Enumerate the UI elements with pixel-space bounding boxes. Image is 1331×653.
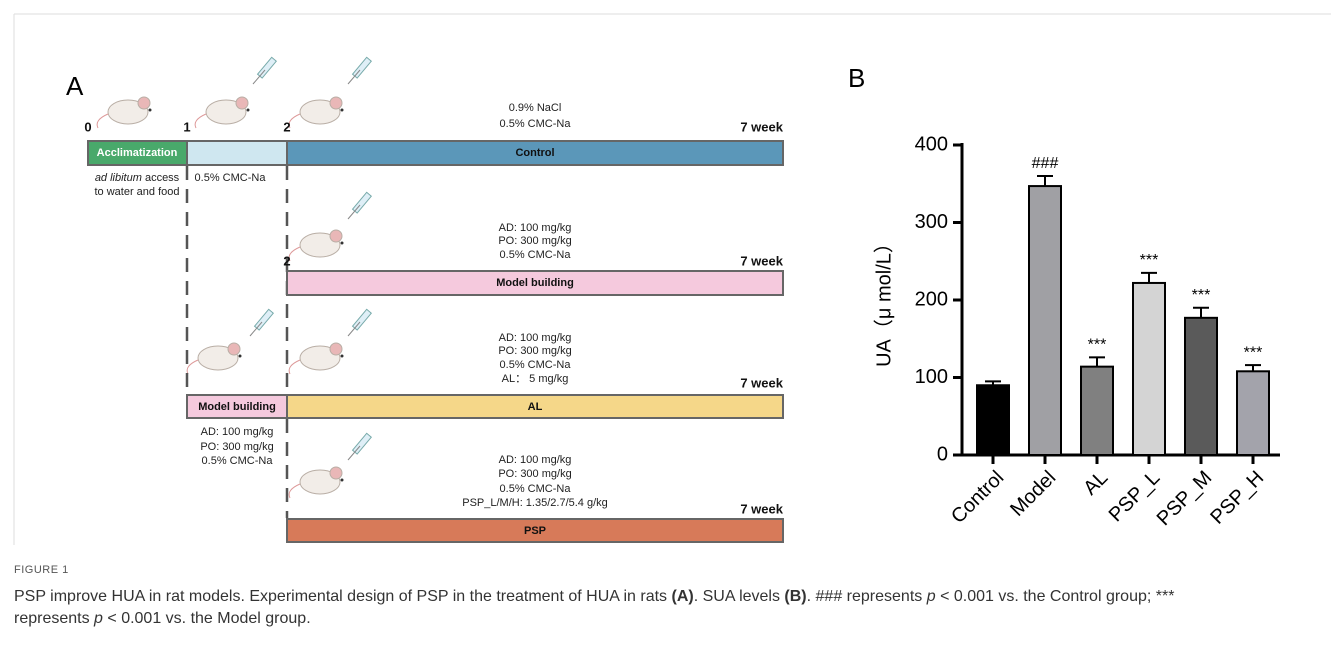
syringe-icon [249, 308, 274, 337]
caption-text: (B) [784, 588, 807, 605]
bar [1184, 316, 1218, 457]
caption-text: < 0.001 vs. the Control group; *** repre… [14, 588, 1175, 627]
bar-label: Control [515, 147, 554, 159]
caption-text: (A) [671, 588, 694, 605]
time-label: 0 [84, 119, 91, 134]
bar-chart: 0100200300400ControlModel###AL***PSP_L**… [915, 133, 1280, 530]
mouse-icon [288, 466, 344, 499]
note: access [142, 172, 180, 184]
significance-label: *** [1192, 287, 1211, 304]
bar-label: PSP [524, 525, 546, 537]
syringe-icon [252, 56, 277, 85]
bar-label: Model building [496, 277, 574, 289]
note: 0.5% CMC-Na [195, 172, 267, 184]
time-label: 2 [283, 119, 290, 134]
bar [1028, 185, 1062, 456]
significance-label: *** [1088, 337, 1107, 354]
syringe-icon [347, 191, 372, 220]
phase-bar [286, 140, 784, 166]
caption-text: p [926, 588, 936, 605]
figure-panels: A 0 1 2 7 week 0.9% NaCl 0.5% CMC-Na Acc… [13, 13, 1331, 545]
time-label: 2 [283, 253, 290, 268]
y-tick-label: 0 [937, 443, 948, 465]
note-italic: ad libitum [95, 172, 142, 184]
bar [1132, 281, 1166, 457]
syringe-icon [347, 308, 372, 337]
mouse-icon [288, 342, 344, 375]
caption: PSP improve HUA in rat models. Experimen… [14, 586, 1214, 630]
time-label: 7 week [740, 253, 783, 268]
treatment: PO: 300 mg/kg [498, 345, 571, 357]
bar [1080, 365, 1114, 456]
y-tick-label: 200 [915, 288, 948, 310]
mouse-icon [194, 96, 250, 129]
treatment: PSP_L/M/H: 1.35/2.7/5.4 g/kg [462, 497, 608, 509]
panel-label: A [66, 71, 84, 101]
mouse-icon [186, 342, 242, 375]
treatment: 0.5% CMC-Na [500, 483, 572, 495]
x-tick-label: PSP_H [1206, 467, 1268, 529]
significance-label: *** [1244, 344, 1263, 361]
treatment: PO: 300 mg/kg [200, 441, 273, 453]
mouse-icon [288, 96, 344, 129]
treatment: 0.5% CMC-Na [500, 118, 572, 130]
caption-text: PSP improve HUA in rat models. Experimen… [14, 588, 672, 605]
y-tick-label: 300 [915, 211, 948, 233]
treatment: 0.5% CMC-Na [500, 249, 572, 261]
frame [13, 13, 1331, 545]
phase-bar [286, 394, 784, 419]
time-label: 7 week [740, 119, 783, 134]
syringe-icon [347, 432, 372, 461]
treatment: PO: 300 mg/kg [498, 468, 571, 480]
treatment: 0.9% NaCl [509, 102, 562, 114]
caption-text: . SUA levels [693, 588, 785, 605]
bar-label: Acclimatization [97, 147, 178, 159]
note: ad libitum access [95, 172, 180, 184]
panel-label: B [848, 63, 865, 93]
time-label: 1 [183, 119, 190, 134]
x-tick-label: PSP_M [1153, 467, 1217, 531]
note: to water and food [94, 186, 179, 198]
treatment: 0.5% CMC-Na [500, 359, 572, 371]
time-label: 7 week [740, 375, 783, 390]
treatment: AD: 100 mg/kg [201, 426, 274, 438]
x-tick-label: Model [1006, 467, 1060, 521]
caption-text: < 0.001 vs. the Model group. [102, 610, 311, 627]
bar-label: Model building [198, 401, 276, 413]
x-tick-label: Control [947, 467, 1008, 528]
bar-label: AL [528, 401, 543, 413]
y-tick-label: 400 [915, 133, 948, 155]
mouse-icon [96, 96, 152, 129]
bar [976, 384, 1010, 456]
treatment: AD: 100 mg/kg [499, 332, 572, 344]
caption-text: . ### represents [806, 588, 927, 605]
phase-bar [186, 140, 288, 166]
x-tick-label: AL [1079, 467, 1112, 500]
significance-label: ### [1032, 155, 1059, 172]
caption-head: FIGURE 1 [14, 564, 69, 576]
y-axis-label: UA（μ mol/L） [872, 233, 895, 367]
treatment: AD: 100 mg/kg [499, 222, 572, 234]
treatment: 0.5% CMC-Na [202, 455, 274, 467]
time-label: 7 week [740, 501, 783, 516]
phase-bar [286, 518, 784, 543]
bar [1236, 370, 1270, 456]
syringe-icon [347, 56, 372, 85]
mouse-icon [288, 229, 344, 262]
caption-text: p [94, 610, 103, 627]
significance-label: *** [1140, 252, 1159, 269]
treatment: AD: 100 mg/kg [499, 454, 572, 466]
y-tick-label: 100 [915, 366, 948, 388]
treatment: PO: 300 mg/kg [498, 235, 571, 247]
treatment: AL： 5 mg/kg [502, 373, 569, 385]
phase-bar [286, 270, 784, 296]
